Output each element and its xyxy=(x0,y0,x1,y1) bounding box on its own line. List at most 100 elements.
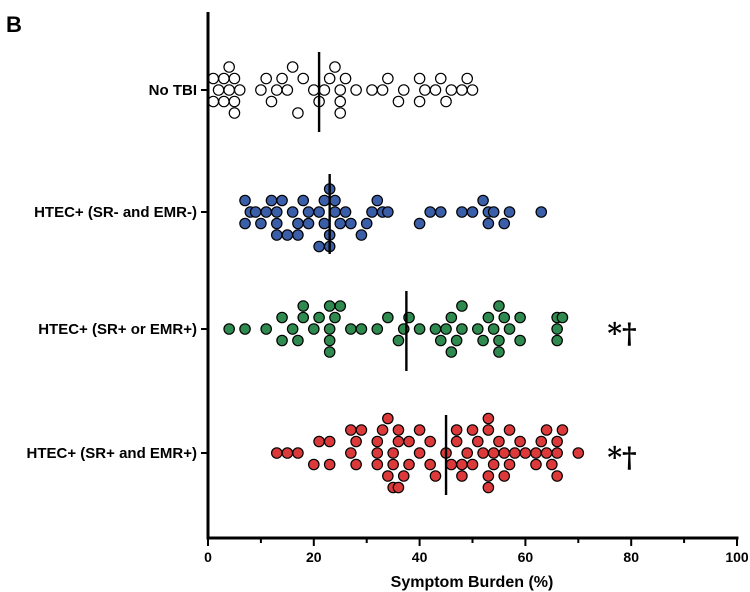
data-point xyxy=(323,323,336,335)
data-point xyxy=(212,84,225,96)
data-point xyxy=(239,217,251,230)
x-tick-label: 20 xyxy=(306,549,322,565)
data-point xyxy=(329,61,341,73)
data-point xyxy=(276,194,288,207)
data-point xyxy=(509,447,521,459)
data-point xyxy=(456,458,468,471)
data-point xyxy=(482,311,495,324)
data-point xyxy=(429,470,442,482)
data-point xyxy=(376,84,389,96)
data-point xyxy=(413,447,426,459)
data-point xyxy=(450,334,463,347)
data-point xyxy=(297,194,310,207)
data-point xyxy=(265,194,278,207)
data-point xyxy=(382,412,394,425)
data-point xyxy=(450,424,463,436)
data-point xyxy=(387,458,399,471)
data-point xyxy=(223,323,235,335)
data-point xyxy=(456,470,468,482)
data-point xyxy=(249,206,262,218)
axes: 0 20 40 60 80 100 No TBI HTEC+ (SR- and EMR-) HT… xyxy=(27,12,749,565)
series-group xyxy=(207,52,479,132)
data-point xyxy=(371,194,384,207)
data-point xyxy=(350,435,362,448)
data-point xyxy=(413,323,426,335)
x-tick-label: 40 xyxy=(412,549,428,565)
category-label: HTEC+ (SR- and EMR-) xyxy=(34,204,197,221)
data-point xyxy=(445,84,458,96)
data-point xyxy=(424,206,436,218)
data-point xyxy=(382,206,394,218)
data-point xyxy=(334,107,347,119)
data-point xyxy=(482,412,495,425)
data-point xyxy=(551,323,563,335)
data-point xyxy=(466,458,479,471)
data-point xyxy=(445,346,458,358)
data-point xyxy=(413,217,426,230)
data-point xyxy=(546,458,558,471)
data-point xyxy=(434,72,447,85)
data-point xyxy=(419,84,431,96)
data-point xyxy=(371,323,384,335)
data-point xyxy=(440,95,452,108)
data-point xyxy=(345,424,357,436)
data-point xyxy=(270,229,283,241)
x-tick-label: 100 xyxy=(725,549,749,565)
data-point xyxy=(556,424,569,436)
data-point xyxy=(307,84,320,96)
data-point xyxy=(376,424,389,436)
data-point xyxy=(339,72,352,85)
data-point xyxy=(445,458,458,471)
data-point xyxy=(382,470,394,482)
data-point xyxy=(366,206,378,218)
data-point xyxy=(239,194,251,207)
data-point xyxy=(323,300,336,312)
data-point xyxy=(345,217,357,230)
significance-marker: *† xyxy=(607,441,636,474)
data-point xyxy=(207,95,220,108)
data-point xyxy=(318,194,331,207)
data-point xyxy=(392,334,405,347)
data-point xyxy=(255,84,267,96)
data-point xyxy=(281,447,294,459)
data-point xyxy=(429,323,442,335)
data-point xyxy=(456,323,468,335)
data-point xyxy=(540,447,553,459)
data-point xyxy=(493,435,505,448)
data-point xyxy=(297,72,310,85)
data-point xyxy=(270,206,283,218)
data-point xyxy=(334,95,347,108)
data-point xyxy=(403,458,415,471)
data-point xyxy=(329,194,341,207)
series-group: *† xyxy=(270,412,637,495)
data-point xyxy=(270,447,283,459)
data-point xyxy=(530,447,542,459)
series-group xyxy=(239,174,548,254)
data-point xyxy=(292,447,304,459)
data-point xyxy=(297,311,310,324)
data-point xyxy=(503,323,516,335)
data-point xyxy=(255,217,267,230)
data-point xyxy=(382,311,394,324)
data-point xyxy=(350,84,362,96)
data-point xyxy=(302,206,315,218)
data-point xyxy=(366,84,378,96)
data-point xyxy=(424,435,436,448)
data-point xyxy=(323,346,336,358)
data-point xyxy=(387,447,399,459)
data-point xyxy=(392,481,405,494)
data-point xyxy=(403,435,415,448)
data-point xyxy=(551,334,563,347)
data-point xyxy=(223,61,235,73)
data-point xyxy=(355,323,368,335)
data-point xyxy=(292,334,304,347)
data-point xyxy=(228,95,241,108)
x-tick-label: 80 xyxy=(623,549,639,565)
data-point xyxy=(281,84,294,96)
data-point xyxy=(286,206,299,218)
data-point xyxy=(392,424,405,436)
data-point xyxy=(260,72,272,85)
data-point xyxy=(440,323,452,335)
data-point xyxy=(466,424,479,436)
